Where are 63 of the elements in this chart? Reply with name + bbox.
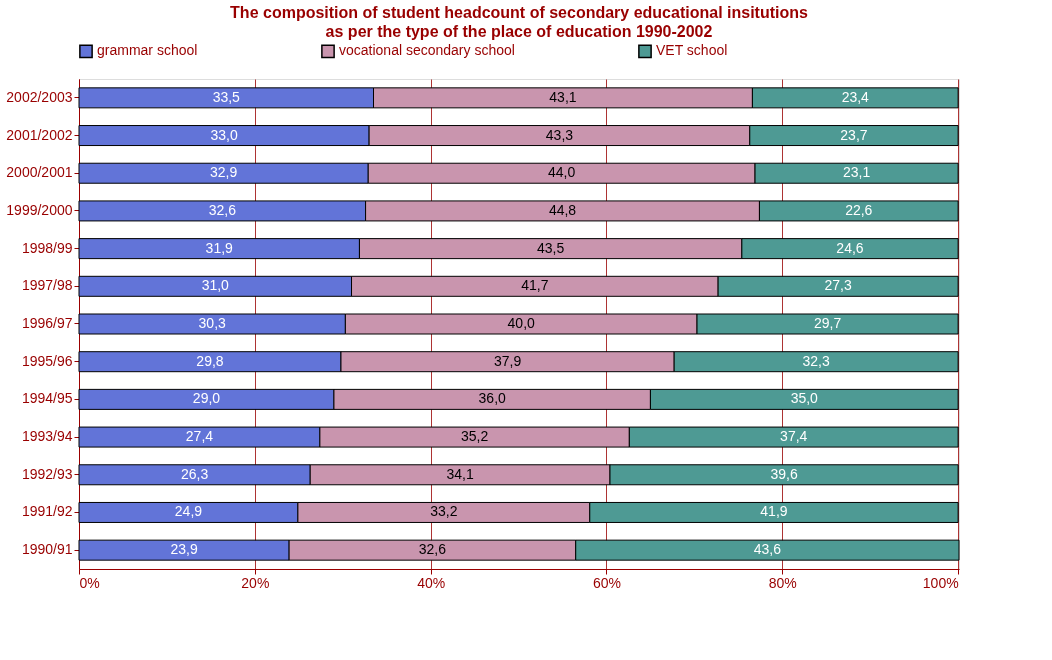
y-tick-label: 1997/98 (21, 277, 73, 294)
x-tick-label: 100% (922, 574, 959, 591)
data-label: 33,5 (212, 88, 241, 105)
data-label: 43,3 (545, 126, 574, 143)
y-tick-label: 1994/95 (21, 390, 73, 407)
data-label: 22,6 (845, 201, 873, 218)
data-label: 32,3 (802, 352, 830, 369)
data-label: 26,3 (180, 465, 209, 482)
x-tick-label: 0% (79, 574, 100, 591)
data-label: 30,3 (198, 315, 227, 331)
data-label: 32,6 (418, 541, 447, 558)
legend-label: grammar school (97, 42, 198, 59)
data-label: 29,8 (196, 352, 224, 369)
data-label: 34,1 (446, 465, 474, 482)
data-label: 24,9 (174, 503, 203, 520)
data-label: 32,9 (209, 164, 238, 181)
data-label: 43,6 (753, 541, 782, 558)
y-tick-label: 1999/2000 (6, 201, 73, 218)
data-label: 23,9 (170, 541, 198, 558)
data-label: 37,9 (493, 352, 522, 369)
x-tick-label: 60% (592, 574, 621, 591)
x-tick-label: 80% (768, 574, 797, 591)
data-label: 23,1 (842, 164, 871, 181)
data-label: 40,0 (507, 315, 536, 331)
data-label: 37,4 (780, 428, 808, 445)
data-label: 33,2 (430, 503, 458, 520)
data-label: 31,0 (201, 277, 230, 294)
data-label: 35,0 (790, 390, 819, 407)
chart-title: The composition of student headcount of secondary educational insitutions (230, 4, 809, 21)
data-label: 29,0 (192, 390, 221, 407)
data-label: 41,7 (521, 277, 549, 294)
y-tick-label: 1996/97 (21, 315, 73, 331)
data-label: 29,7 (813, 315, 842, 331)
chart-subtitle: as per the type of the place of education 1990-2002 (325, 23, 713, 40)
x-tick-label: 20% (241, 574, 270, 591)
data-label: 41,9 (760, 503, 788, 520)
data-label: 39,6 (770, 465, 798, 482)
data-label: 23,4 (841, 88, 870, 105)
legend-label: vocational secondary school (339, 42, 515, 59)
y-tick-label: 1991/92 (21, 503, 73, 520)
data-label: 43,1 (549, 88, 577, 105)
data-label: 27,3 (824, 277, 852, 294)
data-label: 36,0 (478, 390, 507, 407)
data-label: 43,5 (537, 239, 565, 256)
data-label: 44,0 (548, 164, 576, 181)
data-label: 24,6 (836, 239, 864, 256)
y-tick-label: 2001/2002 (6, 126, 73, 143)
y-tick-label: 1993/94 (21, 428, 73, 445)
y-tick-label: 1995/96 (21, 352, 73, 369)
data-label: 35,2 (460, 428, 489, 445)
legend-label: VET school (656, 42, 728, 59)
y-tick-label: 1992/93 (21, 465, 73, 482)
y-tick-label: 1990/91 (21, 541, 73, 558)
data-label: 44,8 (548, 201, 577, 218)
y-tick-label: 1998/99 (21, 239, 73, 256)
y-tick-label: 2002/2003 (6, 88, 73, 105)
x-tick-label: 40% (417, 574, 446, 591)
data-label: 27,4 (185, 428, 214, 445)
data-label: 31,9 (205, 239, 234, 256)
data-label: 23,7 (840, 126, 868, 143)
data-label: 33,0 (210, 126, 238, 143)
data-label: 32,6 (208, 201, 237, 218)
y-tick-label: 2000/2001 (6, 164, 73, 181)
